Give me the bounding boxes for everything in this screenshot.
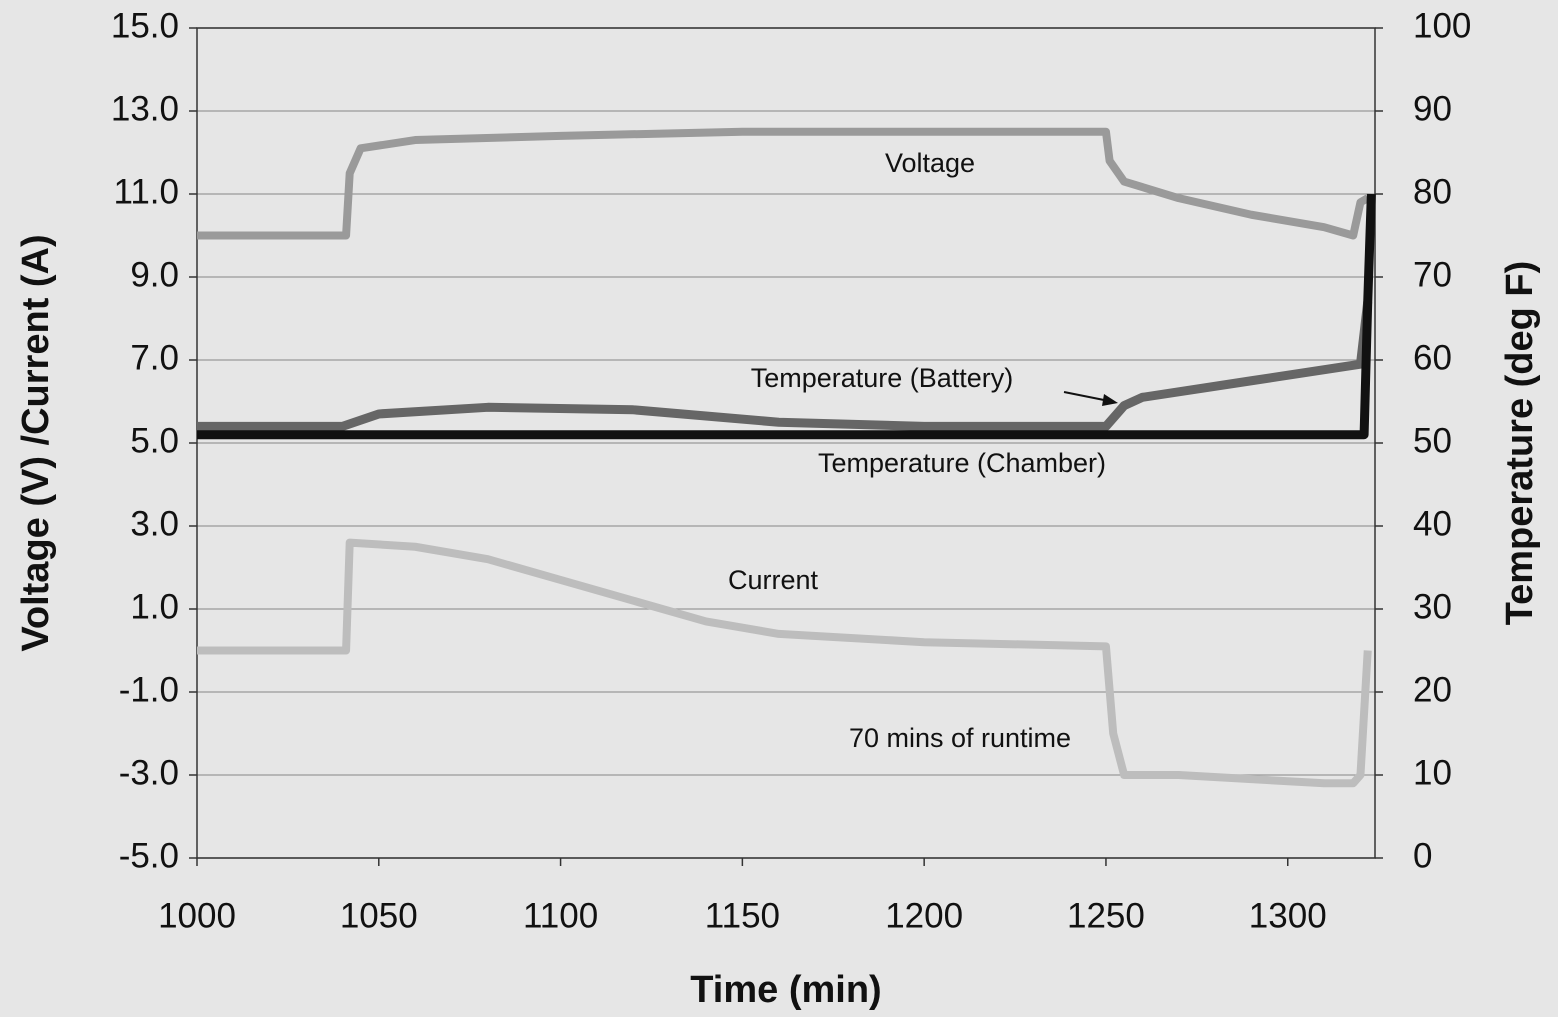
series-line [197, 193, 1376, 440]
y-tick-label: 11.0 [113, 172, 179, 211]
y-tick-label: -1.0 [119, 670, 179, 709]
series-label: Temperature (Chamber) [818, 448, 1106, 478]
plot-frame [196, 27, 1376, 859]
series-line [197, 538, 1372, 788]
x-tick-label: 1150 [705, 896, 780, 935]
y-tick-label: 5.0 [130, 421, 179, 460]
y-tick-label: 9.0 [130, 255, 179, 294]
y2-axis-label: Temperature (deg F) [1499, 261, 1541, 626]
y-tick-label: 7.0 [130, 338, 179, 377]
x-tick-label: 1100 [523, 896, 598, 935]
y2-tick-label: 60 [1413, 338, 1452, 377]
x-tick-label: 1200 [885, 896, 963, 935]
y2-tick-label: 20 [1413, 670, 1452, 709]
arrow-head [1102, 394, 1118, 406]
y-tick-label: -5.0 [119, 836, 179, 875]
y-tick-label: 13.0 [111, 89, 179, 128]
x-tick-label: 1000 [158, 896, 236, 935]
series-line [197, 301, 1373, 431]
y-tick-label: 1.0 [130, 587, 179, 626]
series-line [197, 127, 1370, 240]
y2-tick-label: 90 [1413, 89, 1452, 128]
y-tick-label: 15.0 [111, 6, 179, 45]
y2-tick-label: 10 [1413, 753, 1452, 792]
x-tick-label: 1050 [340, 896, 418, 935]
y2-tick-label: 70 [1413, 255, 1452, 294]
y2-tick-label: 80 [1413, 172, 1452, 211]
annotation: 70 mins of runtime [849, 723, 1071, 753]
y2-tick-label: 30 [1413, 587, 1452, 626]
x-axis-label: Time (min) [690, 969, 881, 1011]
x-tick-label: 1300 [1249, 896, 1327, 935]
x-tick-label: 1250 [1067, 896, 1145, 935]
y2-tick-label: 100 [1413, 6, 1471, 45]
y-tick-label: -3.0 [119, 753, 179, 792]
y2-tick-label: 0 [1413, 836, 1432, 875]
y2-tick-label: 50 [1413, 421, 1452, 460]
series-label: Temperature (Battery) [751, 363, 1014, 393]
y-axis-label: Voltage (V) /Current (A) [15, 234, 57, 651]
y-tick-label: 3.0 [130, 504, 179, 543]
series-label: Voltage [885, 148, 975, 178]
series-label: Current [728, 565, 819, 595]
y2-tick-label: 40 [1413, 504, 1452, 543]
